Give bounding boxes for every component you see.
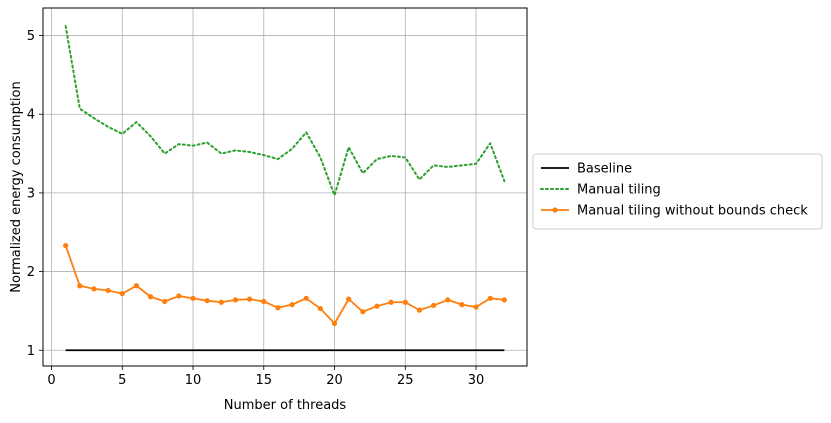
plot-series <box>63 25 507 352</box>
data-point <box>459 302 465 308</box>
data-point <box>346 296 352 302</box>
data-point <box>105 287 111 294</box>
data-point <box>261 298 267 305</box>
data-point <box>388 299 394 305</box>
x-tick-label: 20 <box>326 373 343 388</box>
x-tick-label: 30 <box>468 373 485 388</box>
y-tick-label: 5 <box>27 29 35 44</box>
data-point <box>63 243 69 249</box>
legend-label: Manual tiling <box>577 183 661 198</box>
y-tick-label: 4 <box>27 108 35 123</box>
series-line <box>64 25 506 197</box>
data-point <box>162 298 168 305</box>
x-tick-label: 0 <box>47 373 55 388</box>
x-tick-label: 15 <box>255 373 272 388</box>
y-tick-label: 1 <box>27 344 35 359</box>
x-axis-label: Number of threads <box>224 398 347 413</box>
data-point <box>360 309 366 315</box>
series-group <box>63 243 507 327</box>
axis-ticks: 0 5 10 15 20 25 30 1 2 3 4 5 <box>27 29 485 388</box>
data-point <box>331 320 338 327</box>
data-point <box>473 304 479 310</box>
data-point <box>317 305 323 312</box>
x-tick-label: 25 <box>397 373 414 388</box>
data-point <box>232 297 239 303</box>
data-point <box>77 283 83 289</box>
data-point <box>303 295 309 301</box>
data-point <box>218 299 224 305</box>
legend-box <box>532 153 823 230</box>
data-point <box>119 291 125 297</box>
y-tick-label: 2 <box>27 265 35 280</box>
data-point <box>247 296 253 302</box>
legend-label: Baseline <box>577 162 632 177</box>
data-point <box>190 295 196 301</box>
plot-frame <box>42 7 528 367</box>
y-axis-label: Normalized energy consumption <box>9 81 24 292</box>
data-point <box>204 298 210 304</box>
data-point <box>487 295 493 301</box>
legend-marker <box>552 207 558 213</box>
series-group <box>64 25 506 197</box>
x-tick-label: 10 <box>185 373 202 388</box>
data-point <box>445 297 451 303</box>
legend-entries: Baseline Manual tiling Manual tiling witho… <box>540 162 808 219</box>
data-point <box>176 293 182 299</box>
data-point <box>289 302 295 308</box>
data-point <box>275 305 281 311</box>
legend: Baseline Manual tiling Manual tiling witho… <box>532 153 823 230</box>
x-tick-label: 5 <box>118 373 126 388</box>
data-point <box>374 303 380 309</box>
data-point <box>402 299 408 305</box>
data-point <box>91 286 97 292</box>
data-point <box>501 297 507 303</box>
legend-label: Manual tiling without bounds check <box>577 204 808 219</box>
data-point <box>430 302 437 309</box>
data-point <box>133 283 140 289</box>
y-tick-label: 3 <box>27 186 35 201</box>
data-point <box>147 294 154 300</box>
data-point <box>416 307 423 313</box>
